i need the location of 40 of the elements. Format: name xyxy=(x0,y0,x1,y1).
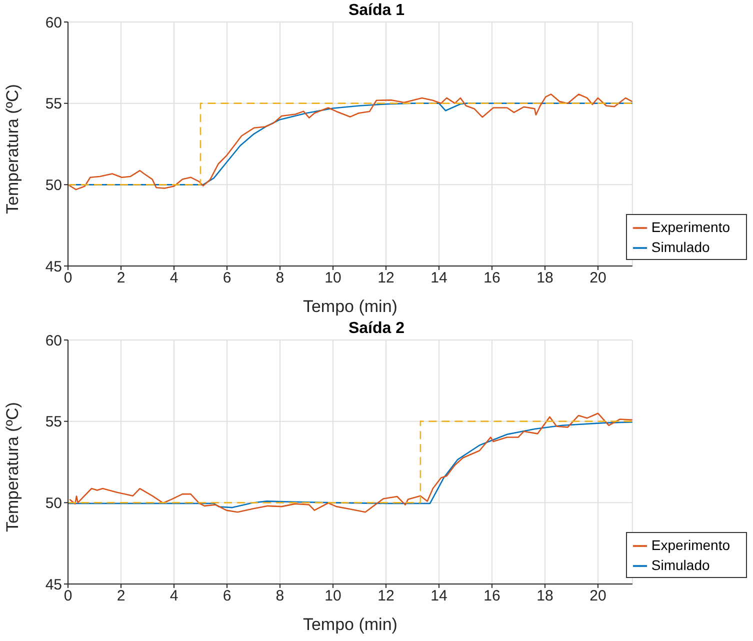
x-axis-title: Tempo (min) xyxy=(302,615,398,634)
y-tick-label: 55 xyxy=(45,414,62,431)
x-tick-label: 6 xyxy=(222,588,232,605)
x-tick-label: 4 xyxy=(170,588,178,605)
x-tick-label: 14 xyxy=(430,270,448,287)
x-tick-label: 16 xyxy=(484,588,500,605)
y-tick-label: 45 xyxy=(45,576,62,594)
y-tick-label: 60 xyxy=(45,332,62,350)
legend-label: Experimento xyxy=(651,537,730,553)
y-tick-label: 45 xyxy=(45,258,62,276)
legend-label: Simulado xyxy=(651,239,710,255)
x-tick-label: 10 xyxy=(324,270,342,287)
chart-title: Saída 2 xyxy=(348,320,405,337)
x-tick-label: 0 xyxy=(64,588,72,605)
x-tick-label: 16 xyxy=(484,270,500,287)
legend-label: Simulado xyxy=(651,557,710,573)
x-tick-label: 8 xyxy=(276,270,284,287)
y-axis-title: Temperatura (ºC) xyxy=(3,402,22,532)
y-tick-label: 50 xyxy=(45,494,62,512)
y-tick-label: 50 xyxy=(45,176,62,194)
x-tick-label: 2 xyxy=(116,270,126,287)
y-axis-title: Temperatura (ºC) xyxy=(3,84,22,214)
x-tick-label: 10 xyxy=(324,588,342,605)
x-tick-label: 20 xyxy=(590,270,606,287)
x-tick-label: 14 xyxy=(430,588,448,605)
x-tick-label: 2 xyxy=(116,588,126,605)
x-tick-label: 0 xyxy=(64,270,72,287)
x-tick-label: 8 xyxy=(276,588,284,605)
x-tick-label: 6 xyxy=(222,270,232,287)
y-tick-label: 55 xyxy=(45,96,62,113)
x-tick-label: 20 xyxy=(590,588,606,605)
y-tick-label: 60 xyxy=(45,14,62,32)
x-axis-title: Tempo (min) xyxy=(302,297,398,316)
x-tick-label: 4 xyxy=(170,270,178,287)
legend-label: Experimento xyxy=(651,219,730,235)
x-tick-label: 12 xyxy=(378,270,394,287)
chart-title: Saída 1 xyxy=(348,2,405,19)
x-tick-label: 18 xyxy=(536,270,554,287)
x-tick-label: 12 xyxy=(378,588,394,605)
x-tick-label: 18 xyxy=(536,588,554,605)
